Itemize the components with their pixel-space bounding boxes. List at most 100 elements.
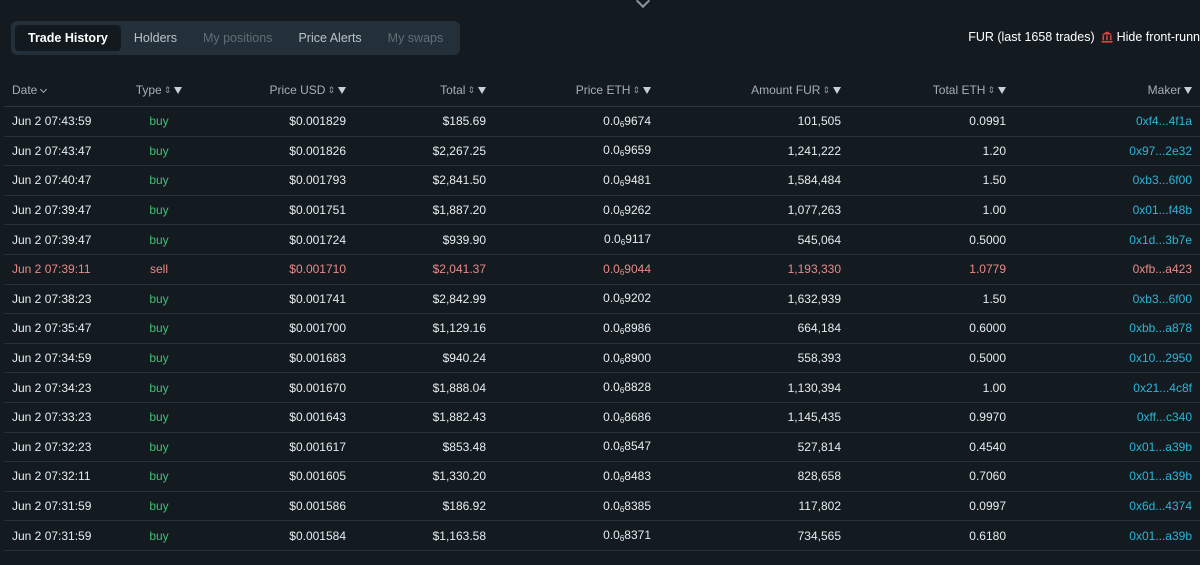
cell-price-usd: $0.001584 xyxy=(204,520,354,551)
table-row[interactable]: Jun 2 07:39:11 sell $0.001710 $2,041.37 0.06… xyxy=(4,254,1200,285)
cell-date: Jun 2 07:43:47 xyxy=(4,136,114,167)
cell-maker-link[interactable]: 0x01...f48b xyxy=(1014,195,1200,226)
table-row[interactable]: Jun 2 07:39:47 buy $0.001724 $939.90 0.06911… xyxy=(4,224,1200,255)
cell-maker-link[interactable]: 0x10...2950 xyxy=(1014,343,1200,374)
cell-date: Jun 2 07:39:47 xyxy=(4,195,114,226)
cell-date: Jun 2 07:40:47 xyxy=(4,165,114,196)
cell-price-eth: 0.068828 xyxy=(494,372,659,403)
table-row[interactable]: Jun 2 07:40:47 buy $0.001793 $2,841.50 0.069… xyxy=(4,165,1200,196)
filter-icon[interactable] xyxy=(833,87,841,95)
cell-total: $2,267.25 xyxy=(354,136,494,167)
cell-type: buy xyxy=(114,136,204,167)
cell-price-eth: 0.068986 xyxy=(494,313,659,344)
cell-price-usd: $0.001710 xyxy=(204,254,354,285)
cell-total-eth: 0.4540 xyxy=(849,432,1014,463)
header-amount[interactable]: Amount FUR ⇕ xyxy=(659,74,849,107)
cell-maker-link[interactable]: 0x01...a39b xyxy=(1014,432,1200,463)
sort-icon: ⇕ xyxy=(987,85,995,96)
filter-icon[interactable] xyxy=(174,87,183,95)
cell-price-usd: $0.001724 xyxy=(204,224,354,255)
table-row[interactable]: Jun 2 07:38:23 buy $0.001741 $2,842.99 0.069… xyxy=(4,284,1200,315)
cell-amount: 1,077,263 xyxy=(659,195,849,226)
collapse-chevron-icon[interactable] xyxy=(635,0,651,9)
cell-price-eth: 0.069202 xyxy=(494,284,659,315)
cell-maker-link[interactable]: 0x01...a39b xyxy=(1014,520,1200,551)
cell-maker-link[interactable]: 0x21...4c8f xyxy=(1014,372,1200,403)
filter-icon[interactable] xyxy=(643,87,651,95)
filter-icon[interactable] xyxy=(478,87,486,95)
cell-maker-link[interactable]: 0x97...2e32 xyxy=(1014,136,1200,167)
cell-maker-link[interactable]: 0xb3...6f00 xyxy=(1014,284,1200,315)
table-row[interactable]: Jun 2 07:39:47 buy $0.001751 $1,887.20 0.069… xyxy=(4,195,1200,226)
cell-maker-link[interactable]: 0x6d...4374 xyxy=(1014,491,1200,522)
cell-price-usd: $0.001751 xyxy=(204,195,354,226)
tab-holders[interactable]: Holders xyxy=(133,31,177,45)
cell-price-eth: 0.068371 xyxy=(494,520,659,551)
table-row[interactable]: Jun 2 07:32:11 buy $0.001605 $1,330.20 0.068… xyxy=(4,461,1200,492)
cell-type: buy xyxy=(114,343,204,374)
cell-amount: 1,632,939 xyxy=(659,284,849,315)
cell-type: buy xyxy=(114,165,204,196)
cell-type: buy xyxy=(114,520,204,551)
header-type[interactable]: Type ⇕ xyxy=(114,74,204,107)
header-date[interactable]: Date xyxy=(4,74,114,107)
cell-total: $2,041.37 xyxy=(354,254,494,285)
cell-amount: 1,145,435 xyxy=(659,402,849,433)
header-total-eth[interactable]: Total ETH ⇕ xyxy=(849,74,1014,107)
cell-total-eth: 1.50 xyxy=(849,284,1014,315)
cell-maker-link[interactable]: 0xb3...6f00 xyxy=(1014,165,1200,196)
header-price-eth[interactable]: Price ETH ⇕ xyxy=(494,74,659,107)
cell-maker-link[interactable]: 0xbb...a878 xyxy=(1014,313,1200,344)
table-row[interactable]: Jun 2 07:32:23 buy $0.001617 $853.48 0.06854… xyxy=(4,432,1200,463)
table-row[interactable]: Jun 2 07:31:59 buy $0.001586 $186.92 0.06838… xyxy=(4,491,1200,522)
table-row[interactable]: Jun 2 07:35:47 buy $0.001700 $1,129.16 0.068… xyxy=(4,313,1200,344)
cell-type: buy xyxy=(114,402,204,433)
cell-price-eth: 0.068547 xyxy=(494,432,659,463)
filter-icon[interactable] xyxy=(338,87,346,95)
cell-amount: 734,565 xyxy=(659,520,849,551)
table-row[interactable]: Jun 2 07:34:59 buy $0.001683 $940.24 0.06890… xyxy=(4,343,1200,374)
tab-trade-history[interactable]: Trade History xyxy=(15,25,121,51)
table-row[interactable]: Jun 2 07:31:59 buy $0.001584 $1,163.58 0.068… xyxy=(4,520,1200,551)
cell-total: $185.69 xyxy=(354,106,494,137)
filter-icon[interactable] xyxy=(998,87,1006,95)
header-total[interactable]: Total ⇕ xyxy=(354,74,494,107)
cell-price-eth: 0.068686 xyxy=(494,402,659,433)
cell-date: Jun 2 07:33:23 xyxy=(4,402,114,433)
cell-maker-link[interactable]: 0x1d...3b7e xyxy=(1014,224,1200,255)
table-row[interactable]: Jun 2 07:33:23 buy $0.001643 $1,882.43 0.068… xyxy=(4,402,1200,433)
sort-icon: ⇕ xyxy=(163,85,172,96)
hide-front-runners-toggle[interactable]: Hide front-runn xyxy=(1116,30,1200,44)
cell-amount: 828,658 xyxy=(659,461,849,492)
cell-date: Jun 2 07:31:59 xyxy=(4,520,114,551)
header-price-usd[interactable]: Price USD ⇕ xyxy=(204,74,354,107)
cell-amount: 1,130,394 xyxy=(659,372,849,403)
cell-maker-link[interactable]: 0xff...c340 xyxy=(1014,402,1200,433)
cell-price-usd: $0.001829 xyxy=(204,106,354,137)
table-row[interactable]: Jun 2 07:43:47 buy $0.001826 $2,267.25 0.069… xyxy=(4,136,1200,167)
cell-date: Jun 2 07:38:23 xyxy=(4,284,114,315)
cell-price-usd: $0.001793 xyxy=(204,165,354,196)
cell-type: buy xyxy=(114,195,204,226)
filter-icon[interactable] xyxy=(1184,87,1192,95)
cell-price-usd: $0.001643 xyxy=(204,402,354,433)
cell-price-eth: 0.069674 xyxy=(494,106,659,137)
cell-maker-link[interactable]: 0xf4...4f1a xyxy=(1014,106,1200,137)
cell-total-eth: 0.7060 xyxy=(849,461,1014,492)
cell-total: $2,841.50 xyxy=(354,165,494,196)
cell-total: $1,129.16 xyxy=(354,313,494,344)
cell-maker-link[interactable]: 0xfb...a423 xyxy=(1014,254,1200,285)
cell-maker-link[interactable]: 0x01...a39b xyxy=(1014,461,1200,492)
header-maker[interactable]: Maker xyxy=(1014,74,1200,107)
tab-price-alerts[interactable]: Price Alerts xyxy=(298,31,362,45)
cell-price-eth: 0.069481 xyxy=(494,165,659,196)
cell-price-eth: 0.069659 xyxy=(494,136,659,167)
tab-my-swaps[interactable]: My swaps xyxy=(387,31,444,45)
cell-date: Jun 2 07:34:23 xyxy=(4,372,114,403)
table-row[interactable]: Jun 2 07:43:59 buy $0.001829 $185.69 0.06967… xyxy=(4,106,1200,137)
cell-total-eth: 1.00 xyxy=(849,195,1014,226)
cell-total: $186.92 xyxy=(354,491,494,522)
cell-date: Jun 2 07:39:11 xyxy=(4,254,114,285)
tab-my-positions[interactable]: My positions xyxy=(202,31,273,45)
table-row[interactable]: Jun 2 07:34:23 buy $0.001670 $1,888.04 0.068… xyxy=(4,372,1200,403)
